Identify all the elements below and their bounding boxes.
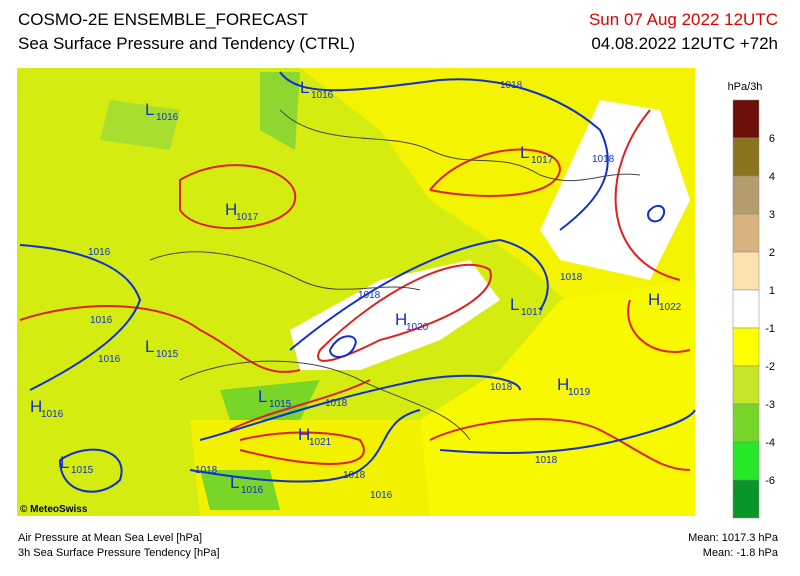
tendency-area — [290, 260, 500, 370]
center-symbol: L — [145, 100, 154, 119]
tendency-area — [260, 72, 300, 150]
isobar-label: 1018 — [343, 470, 366, 481]
isobar-label: 1018 — [535, 455, 558, 466]
isobar-label: 1018 — [195, 465, 218, 476]
legend-label: 6 — [769, 133, 775, 145]
tendency-area — [100, 100, 180, 150]
center-value: 1020 — [406, 322, 429, 333]
center-value: 1019 — [568, 387, 591, 398]
valid-time: Sun 07 Aug 2022 12UTC — [588, 10, 778, 29]
legend-label: -3 — [765, 399, 775, 411]
isobar-label: 1018 — [500, 80, 523, 91]
center-symbol: L — [145, 337, 154, 356]
center-symbol: H — [395, 310, 407, 329]
borders — [149, 109, 641, 441]
center-symbol: H — [225, 200, 237, 219]
mean-pressure: Mean: 1017.3 hPa — [688, 532, 778, 544]
center-symbol: L — [258, 387, 267, 406]
footer-line: Air Pressure at Mean Sea Level [hPa] — [18, 532, 203, 544]
legend-swatch — [732, 99, 760, 139]
tendency-area — [200, 470, 280, 510]
title: COSMO-2E ENSEMBLE_FORECAST — [18, 10, 309, 29]
legend-swatch — [732, 289, 760, 329]
legend-swatch — [732, 213, 760, 253]
legend-label: -1 — [765, 323, 775, 335]
center-symbol: L — [510, 295, 519, 314]
center-symbol: L — [300, 78, 309, 97]
legend-swatch — [732, 479, 760, 519]
center-symbol: H — [557, 375, 569, 394]
isobar-label: 1018 — [592, 154, 615, 165]
legend-label: -4 — [765, 437, 775, 449]
legend-swatch — [732, 441, 760, 481]
legend-swatch — [732, 175, 760, 215]
center-value: 1016 — [156, 112, 179, 123]
legend-title: hPa/3h — [728, 81, 763, 93]
legend-swatch — [732, 137, 760, 177]
center-symbol: H — [648, 290, 660, 309]
legend-label: -6 — [765, 475, 775, 487]
legend-swatch — [732, 251, 760, 291]
run-time: 04.08.2022 12UTC +72h — [591, 34, 778, 53]
legend-swatch — [732, 365, 760, 405]
subtitle: Sea Surface Pressure and Tendency (CTRL) — [18, 34, 356, 53]
center-value: 1015 — [156, 349, 179, 360]
center-symbol: H — [298, 425, 310, 444]
tendency-area — [420, 280, 695, 516]
isobar-label: 1018 — [325, 398, 348, 409]
isobar-label: 1016 — [90, 315, 113, 326]
center-value: 1021 — [309, 437, 332, 448]
center-symbol: L — [230, 473, 239, 492]
mean-tendency: Mean: -1.8 hPa — [702, 547, 778, 559]
legend-swatch — [732, 327, 760, 367]
center-value: 1017 — [531, 155, 554, 166]
center-value: 1022 — [659, 302, 682, 313]
center-value: 1017 — [521, 307, 544, 318]
footer-line: 3h Sea Surface Pressure Tendency [hPa] — [18, 547, 220, 559]
center-value: 1016 — [241, 485, 264, 496]
tendency-isolines — [19, 109, 691, 471]
credit: © MeteoSwiss — [20, 504, 88, 515]
center-symbol: L — [60, 453, 69, 472]
isobar-label: 1016 — [88, 247, 111, 258]
legend-label: 2 — [769, 247, 775, 259]
center-symbol: H — [30, 397, 42, 416]
isobar-label: 1018 — [490, 382, 513, 393]
isobar-label: 1016 — [370, 490, 393, 501]
center-value: 1017 — [236, 212, 259, 223]
isobar-label: 1018 — [358, 290, 381, 301]
legend-label: -2 — [765, 361, 775, 373]
legend-label: 3 — [769, 209, 775, 221]
center-value: 1015 — [269, 399, 292, 410]
legend-swatch — [732, 403, 760, 443]
center-value: 1016 — [311, 90, 334, 101]
tendency-area — [220, 380, 320, 420]
center-value: 1015 — [71, 465, 94, 476]
isobar-label: 1016 — [98, 354, 121, 365]
legend-label: 4 — [769, 171, 775, 183]
center-symbol: L — [520, 143, 529, 162]
center-value: 1016 — [41, 409, 64, 420]
isobars — [19, 71, 696, 493]
isobar-label: 1018 — [560, 272, 583, 283]
legend-label: 1 — [769, 285, 775, 297]
